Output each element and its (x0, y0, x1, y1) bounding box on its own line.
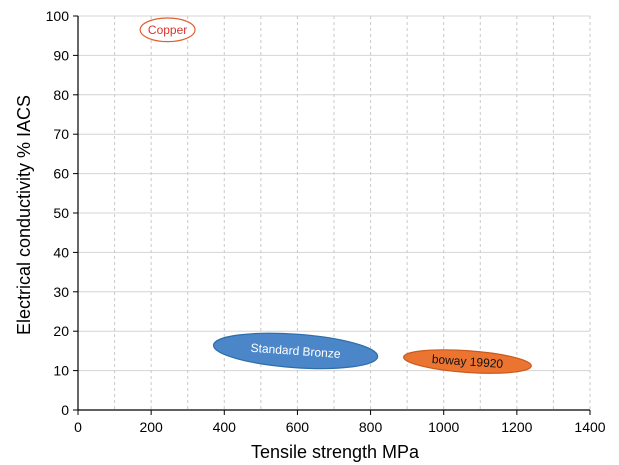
y-tick-label: 30 (53, 284, 69, 300)
region-ellipse (403, 349, 532, 374)
y-tick-label: 20 (53, 323, 69, 339)
region-ellipse (212, 332, 379, 370)
x-tick-label: 400 (213, 419, 237, 435)
x-tick-label: 200 (139, 419, 163, 435)
y-tick-label: 100 (46, 8, 70, 24)
y-tick-label: 50 (53, 205, 69, 221)
region-label: boway 19920 (431, 352, 504, 371)
y-tick-label: 0 (61, 402, 69, 418)
x-tick-label: 1400 (574, 419, 605, 435)
y-tick-label: 80 (53, 87, 69, 103)
y-tick-label: 10 (53, 363, 69, 379)
regions-layer: Copper Standard Bronze boway 19920 (139, 17, 532, 374)
region-label: Copper (148, 23, 187, 37)
axes-layer (73, 15, 591, 415)
y-tick-label: 60 (53, 166, 69, 182)
region-standard-bronze: Standard Bronze (212, 332, 379, 370)
region-ellipse (139, 17, 196, 43)
region-boway-19920: boway 19920 (403, 349, 532, 374)
x-axis-title: Tensile strength MPa (251, 442, 420, 462)
y-axis-title: Electrical conductivity % IACS (14, 95, 34, 335)
y-tick-label: 40 (53, 244, 69, 260)
x-tick-label: 1200 (501, 419, 532, 435)
grid-layer (78, 15, 591, 410)
x-tick-label: 0 (74, 419, 82, 435)
y-tick-label: 90 (53, 47, 69, 63)
x-tick-label: 1000 (428, 419, 459, 435)
x-tick-label: 800 (359, 419, 383, 435)
y-tick-label: 70 (53, 126, 69, 142)
x-tick-label: 600 (286, 419, 310, 435)
region-label: Standard Bronze (250, 341, 341, 361)
region-copper: Copper (139, 17, 196, 43)
